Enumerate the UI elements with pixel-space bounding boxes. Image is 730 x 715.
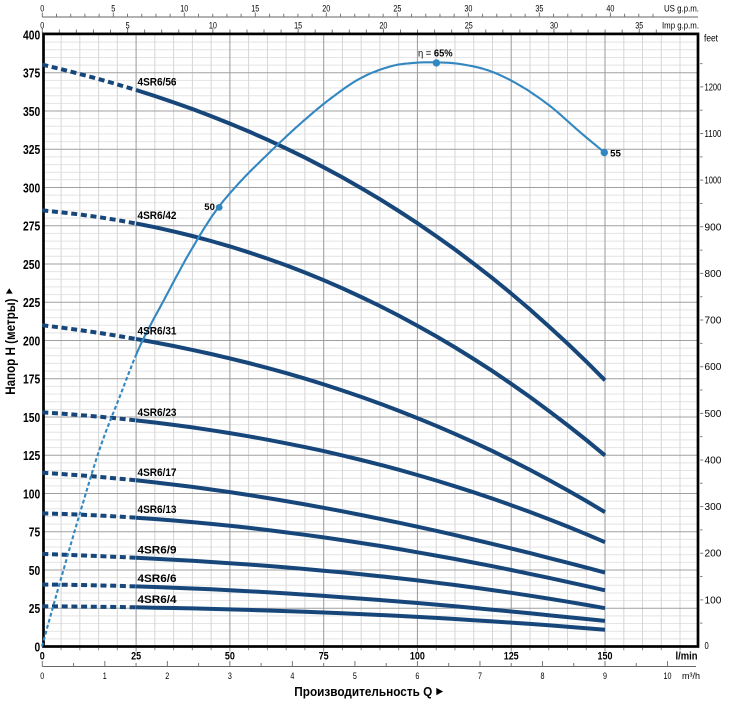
svg-text:2: 2 (165, 671, 169, 681)
svg-text:6: 6 (415, 671, 419, 681)
svg-text:1000: 1000 (705, 175, 722, 187)
svg-text:100: 100 (23, 486, 40, 501)
svg-text:0: 0 (35, 639, 41, 654)
svg-text:50: 50 (29, 563, 40, 578)
svg-text:200: 200 (23, 333, 40, 348)
svg-text:1: 1 (103, 671, 107, 681)
svg-text:600: 600 (705, 361, 722, 373)
svg-text:0: 0 (40, 4, 44, 14)
svg-text:50: 50 (225, 651, 235, 663)
svg-text:150: 150 (23, 410, 40, 425)
svg-text:250: 250 (23, 257, 40, 272)
svg-text:0: 0 (40, 651, 45, 663)
svg-text:500: 500 (705, 408, 722, 420)
svg-text:4SR6/13: 4SR6/13 (138, 504, 177, 516)
svg-text:225: 225 (23, 295, 40, 310)
svg-text:10: 10 (209, 21, 217, 31)
svg-text:10: 10 (180, 4, 188, 14)
svg-text:4SR6/6: 4SR6/6 (138, 573, 177, 585)
svg-text:0: 0 (40, 671, 44, 681)
svg-text:5: 5 (111, 4, 115, 14)
svg-text:300: 300 (705, 501, 722, 513)
svg-text:feet: feet (704, 33, 718, 45)
svg-text:400: 400 (23, 27, 40, 42)
svg-text:75: 75 (319, 651, 329, 663)
svg-text:25: 25 (29, 601, 40, 616)
svg-text:5: 5 (353, 671, 357, 681)
svg-text:400: 400 (705, 455, 722, 467)
svg-text:35: 35 (635, 21, 643, 31)
svg-text:700: 700 (705, 315, 722, 327)
svg-text:l/min: l/min (676, 651, 698, 663)
svg-text:4: 4 (290, 671, 294, 681)
svg-text:1200: 1200 (705, 81, 722, 93)
svg-text:3: 3 (228, 671, 232, 681)
svg-text:35: 35 (535, 4, 543, 14)
svg-text:4SR6/23: 4SR6/23 (138, 407, 177, 419)
svg-text:4SR6/9: 4SR6/9 (138, 544, 177, 556)
svg-text:75: 75 (29, 525, 40, 540)
svg-text:30: 30 (464, 4, 472, 14)
svg-text:300: 300 (23, 180, 40, 195)
svg-text:40: 40 (606, 4, 614, 14)
svg-text:150: 150 (598, 651, 613, 663)
svg-text:4SR6/17: 4SR6/17 (138, 467, 177, 479)
svg-text:8: 8 (541, 671, 545, 681)
svg-text:m³/h: m³/h (682, 671, 700, 681)
svg-text:7: 7 (478, 671, 482, 681)
svg-text:200: 200 (705, 548, 722, 560)
svg-text:0: 0 (40, 21, 44, 31)
svg-text:η = 65%: η = 65% (418, 48, 453, 59)
svg-text:900: 900 (705, 221, 722, 233)
svg-text:50: 50 (204, 201, 215, 212)
svg-text:20: 20 (322, 4, 330, 14)
svg-text:1100: 1100 (705, 128, 722, 140)
svg-text:9: 9 (603, 671, 607, 681)
svg-text:15: 15 (251, 4, 259, 14)
svg-text:5: 5 (126, 21, 130, 31)
svg-text:10: 10 (664, 671, 672, 681)
svg-text:375: 375 (23, 66, 40, 81)
svg-text:15: 15 (294, 21, 302, 31)
svg-text:25: 25 (393, 4, 401, 14)
svg-text:275: 275 (23, 219, 40, 234)
svg-text:4SR6/4: 4SR6/4 (138, 594, 178, 606)
svg-text:20: 20 (379, 21, 387, 31)
svg-text:175: 175 (23, 372, 40, 387)
svg-text:4SR6/42: 4SR6/42 (138, 210, 177, 222)
svg-text:100: 100 (410, 651, 425, 663)
svg-text:800: 800 (705, 268, 722, 280)
svg-text:4SR6/31: 4SR6/31 (138, 326, 177, 338)
svg-text:Производительность Q: Производительность Q (294, 685, 432, 699)
svg-text:125: 125 (23, 448, 40, 463)
svg-text:4SR6/56: 4SR6/56 (138, 77, 177, 89)
svg-text:0: 0 (705, 640, 709, 652)
svg-text:US g.p.m.: US g.p.m. (664, 4, 699, 14)
svg-text:30: 30 (550, 21, 558, 31)
svg-text:55: 55 (610, 148, 621, 158)
svg-text:350: 350 (23, 104, 40, 119)
svg-text:325: 325 (23, 142, 40, 157)
svg-text:25: 25 (465, 21, 473, 31)
svg-text:Напор H (метры): Напор H (метры) (3, 299, 18, 395)
svg-text:25: 25 (131, 651, 141, 663)
svg-text:100: 100 (705, 594, 722, 606)
svg-text:Imp g.p.m.: Imp g.p.m. (662, 21, 699, 31)
svg-text:125: 125 (504, 651, 519, 663)
